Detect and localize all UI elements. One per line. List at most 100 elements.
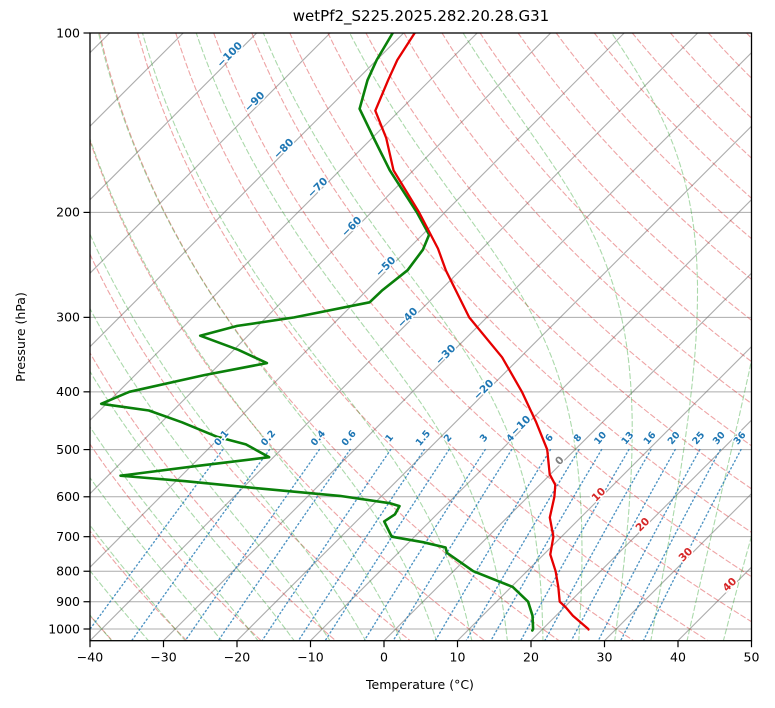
dry-adiabat-line	[90, 139, 486, 641]
y-tick-label: 800	[56, 564, 80, 579]
x-axis-label: Temperature (°C)	[366, 677, 474, 692]
dry-adiabat-line	[99, 33, 560, 641]
chart-title: wetPf2_S225.2025.282.20.28.G31	[292, 7, 550, 25]
moist-adiabat-line	[90, 524, 187, 641]
mixing-ratio-line	[434, 448, 552, 641]
y-tick-label: 100	[56, 25, 80, 40]
isotherm-label: 30	[676, 545, 695, 564]
moist-adiabat-line	[90, 425, 259, 641]
mixing-ratio-label: 25	[690, 430, 707, 447]
dry-adiabat-line	[707, 33, 752, 79]
moist-adiabat-line	[90, 232, 367, 641]
dry-adiabat-line	[175, 33, 710, 641]
moist-adiabat-line	[611, 33, 699, 641]
isotherm-line	[90, 33, 625, 568]
isotherm-line	[90, 33, 478, 421]
isotherm-label: −30	[433, 342, 458, 367]
mixing-ratio-label: 10	[592, 430, 609, 447]
isotherm-line	[677, 566, 752, 641]
mixing-ratio-line	[363, 448, 486, 641]
isotherm-line	[383, 272, 752, 641]
moist-adiabat-line	[90, 307, 331, 641]
x-tick-label: 20	[523, 650, 539, 665]
isotherm-line	[603, 492, 752, 641]
dry-adiabat-line	[441, 33, 752, 363]
mixing-ratio-line	[392, 448, 513, 641]
mixing-ratio-line	[490, 448, 603, 641]
mixing-ratio-label: 20	[666, 430, 683, 447]
isotherm-label: −10	[508, 413, 533, 438]
y-tick-label: 200	[56, 205, 80, 220]
dry-adiabat-line	[365, 33, 752, 447]
x-tick-label: −10	[297, 650, 323, 665]
x-tick-label: 10	[450, 650, 466, 665]
dry-adiabat-line	[90, 443, 263, 641]
dry-adiabat-line	[213, 33, 752, 623]
mixing-ratio-line	[519, 448, 630, 641]
x-tick-label: 0	[380, 650, 388, 665]
isotherm-line	[750, 639, 752, 641]
mixing-ratio-line	[543, 448, 652, 641]
mixing-ratio-label: 3	[478, 432, 491, 444]
mixing-ratio-label: 1	[383, 432, 396, 444]
mixing-ratio-label: 0.6	[340, 428, 359, 448]
isotherm-line	[530, 419, 752, 641]
dry-adiabat-line	[90, 252, 412, 641]
dry-adiabat-line	[631, 33, 752, 159]
x-tick-label: 30	[597, 650, 613, 665]
mixing-ratio-line	[261, 448, 392, 641]
isotherm-line	[90, 33, 331, 274]
isotherm-label: −70	[305, 175, 330, 200]
mixing-ratio-label: 0.1	[212, 428, 231, 448]
isotherm-label: 10	[589, 485, 608, 504]
dry-adiabat-line	[137, 33, 635, 641]
mixing-ratio-line	[90, 448, 224, 631]
y-tick-label: 600	[56, 489, 80, 504]
dewpoint-curve	[99, 33, 535, 632]
isotherm-line	[90, 33, 258, 201]
moist-adiabat-line	[462, 33, 633, 641]
mixing-ratio-line	[465, 448, 580, 641]
dry-adiabat-line	[251, 33, 752, 578]
mixing-ratio-line	[642, 448, 742, 641]
moist-adiabat-line	[98, 33, 437, 641]
axes-frame	[89, 32, 753, 642]
mixing-ratio-line	[130, 448, 271, 641]
x-tick-label: −40	[77, 650, 103, 665]
isotherm-line	[456, 345, 752, 641]
moist-adiabat-line	[90, 137, 402, 641]
isotherm-label: 0	[553, 454, 567, 468]
y-tick-label: 1000	[48, 621, 80, 636]
mixing-ratio-line	[324, 448, 450, 641]
isotherm-line	[236, 125, 752, 641]
x-tick-label: 40	[670, 650, 686, 665]
moist-adiabat-line	[90, 370, 295, 641]
mixing-ratio-label: 1.5	[414, 428, 433, 448]
isotherm-label: −60	[339, 214, 364, 239]
mixing-ratio-label: 13	[620, 430, 637, 447]
mixing-ratio-line	[597, 448, 701, 641]
dry-adiabat-line	[289, 33, 752, 534]
isotherm-line	[90, 33, 405, 348]
x-tick-label: −20	[224, 650, 250, 665]
mixing-ratio-label: 0.2	[259, 428, 278, 448]
mixing-ratio-label: 30	[711, 430, 728, 447]
isotherm-label: −80	[271, 136, 296, 161]
moist-adiabat-line	[686, 357, 752, 641]
dry-adiabat-line	[517, 33, 752, 281]
moist-adiabat-line	[195, 33, 508, 641]
isotherm-line	[162, 51, 752, 641]
y-axis-label: Pressure (hPa)	[13, 292, 28, 382]
y-tick-label: 700	[56, 529, 80, 544]
isotherm-line	[90, 33, 552, 495]
mixing-ratio-line	[297, 448, 425, 641]
isotherm-label: −90	[242, 89, 267, 114]
x-tick-label: 50	[744, 650, 760, 665]
isotherm-label: −40	[395, 305, 420, 330]
mixing-ratio-label: 16	[642, 430, 659, 447]
mixing-ratio-label: 2	[442, 432, 455, 444]
moist-adiabat-line	[141, 33, 473, 641]
moist-adiabat-line	[90, 476, 223, 641]
